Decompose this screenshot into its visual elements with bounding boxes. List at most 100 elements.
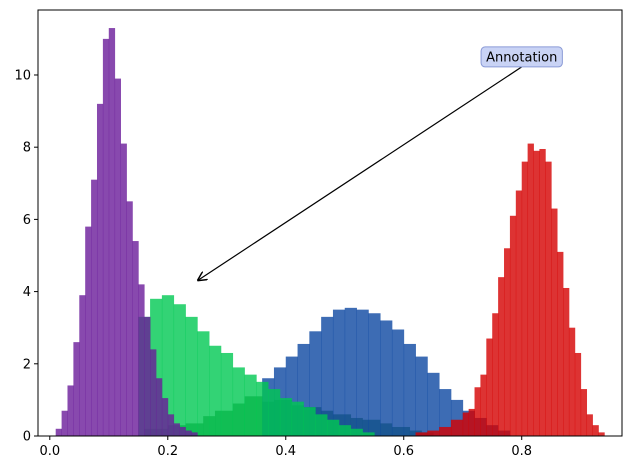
histogram-bar bbox=[439, 426, 452, 436]
y-axis: 0 2 4 6 8 10 bbox=[14, 68, 38, 445]
histogram-bar bbox=[551, 208, 558, 436]
histogram-bar bbox=[563, 287, 570, 436]
histogram-bar bbox=[474, 387, 481, 436]
x-tick-label: 0.4 bbox=[275, 444, 296, 459]
histogram-bar bbox=[439, 389, 452, 436]
histogram-bar bbox=[132, 241, 139, 436]
y-tick-label: 8 bbox=[23, 141, 31, 156]
y-tick-label: 4 bbox=[23, 285, 31, 300]
histogram-bar bbox=[321, 316, 334, 436]
y-tick-label: 10 bbox=[14, 68, 31, 83]
histogram-bar bbox=[509, 215, 517, 436]
histogram-bar bbox=[356, 309, 369, 436]
histogram-bar bbox=[350, 428, 363, 436]
histogram-bar bbox=[85, 226, 92, 436]
histogram-bar bbox=[173, 304, 186, 436]
histogram-bar bbox=[498, 277, 505, 436]
histogram-bar bbox=[114, 78, 121, 436]
histogram-bar bbox=[527, 143, 534, 436]
histogram-bar bbox=[427, 372, 440, 436]
histogram-bar bbox=[185, 430, 192, 436]
histogram-bar bbox=[96, 103, 104, 436]
histogram-bar bbox=[179, 426, 186, 436]
histogram-bar bbox=[268, 389, 281, 436]
histogram-bar bbox=[533, 150, 540, 436]
histogram-bar bbox=[545, 161, 552, 436]
histogram-bar bbox=[144, 316, 151, 436]
histogram-bar bbox=[120, 143, 127, 436]
histogram-bar bbox=[427, 430, 440, 436]
histogram-bar bbox=[256, 381, 269, 436]
histogram-bar bbox=[55, 428, 62, 436]
histogram-bar bbox=[415, 432, 428, 436]
histogram-bar bbox=[279, 398, 293, 436]
histogram-bar bbox=[557, 251, 564, 436]
histogram-bar bbox=[344, 307, 357, 436]
histogram-bar bbox=[126, 201, 133, 436]
x-tick-label: 0.0 bbox=[39, 444, 60, 459]
histogram-bar bbox=[327, 419, 340, 436]
annotation-text: Annotation bbox=[486, 50, 557, 65]
histogram-bar bbox=[61, 410, 68, 436]
histogram-bars bbox=[55, 28, 605, 436]
histogram-bar bbox=[368, 313, 381, 436]
annotation-box bbox=[480, 46, 563, 68]
histogram-bar bbox=[73, 342, 80, 436]
annotation: Annotation bbox=[197, 46, 563, 281]
annotation-arrow bbox=[197, 66, 523, 281]
histogram-bar bbox=[167, 414, 175, 436]
y-tick-label: 6 bbox=[23, 213, 31, 228]
histogram-bar bbox=[492, 313, 499, 436]
histogram-bar bbox=[415, 356, 428, 436]
histogram-bar bbox=[102, 38, 110, 436]
histogram-bar bbox=[521, 161, 529, 436]
histogram-bar bbox=[539, 148, 546, 436]
y-tick-label: 0 bbox=[23, 430, 31, 445]
histogram-bar bbox=[303, 407, 316, 436]
histogram-bar bbox=[79, 295, 86, 436]
histogram-bar bbox=[598, 432, 605, 436]
histogram-bar bbox=[197, 331, 210, 436]
x-tick-label: 0.8 bbox=[511, 444, 532, 459]
histogram-bar bbox=[515, 190, 523, 436]
histogram-bar bbox=[468, 408, 475, 436]
histogram-bar bbox=[592, 425, 599, 436]
histogram-bar bbox=[580, 389, 588, 436]
histogram-bar bbox=[91, 179, 98, 436]
histogram-bar bbox=[332, 309, 346, 436]
histogram-bar bbox=[486, 338, 493, 436]
histogram-bar bbox=[138, 284, 145, 436]
y-tick-label: 2 bbox=[23, 357, 31, 372]
histogram-bar bbox=[155, 378, 163, 436]
histogram-bar bbox=[161, 398, 169, 436]
histogram-bar bbox=[244, 374, 257, 436]
histogram-bar bbox=[108, 28, 116, 436]
histogram-bar bbox=[586, 414, 593, 436]
histogram-series-4 bbox=[55, 28, 198, 436]
x-tick-label: 0.6 bbox=[393, 444, 414, 459]
plot-frame bbox=[37, 9, 623, 437]
histogram-bar bbox=[480, 374, 487, 436]
histogram-bar bbox=[362, 432, 375, 436]
histogram-bar bbox=[220, 352, 234, 436]
histogram-bar bbox=[185, 316, 198, 436]
x-axis: 0.0 0.2 0.4 0.6 0.8 bbox=[39, 436, 532, 459]
histogram-bar bbox=[67, 385, 74, 436]
histogram-bar bbox=[450, 419, 464, 436]
histogram-series-2 bbox=[415, 143, 605, 436]
x-tick-label: 0.2 bbox=[157, 444, 178, 459]
histogram-bar bbox=[150, 349, 157, 436]
histogram-bar bbox=[574, 352, 582, 436]
histogram-bar bbox=[209, 345, 222, 436]
histogram-bar bbox=[504, 248, 511, 436]
histogram-bar bbox=[568, 327, 576, 436]
histogram-series-1 bbox=[262, 307, 511, 436]
histogram-bar bbox=[232, 367, 245, 436]
histogram-bar bbox=[391, 329, 405, 436]
histogram-bar bbox=[338, 425, 352, 436]
histogram-bar bbox=[380, 320, 393, 436]
histogram-bar bbox=[462, 412, 470, 436]
histogram-bar bbox=[403, 343, 416, 436]
histogram-bar bbox=[173, 423, 180, 436]
